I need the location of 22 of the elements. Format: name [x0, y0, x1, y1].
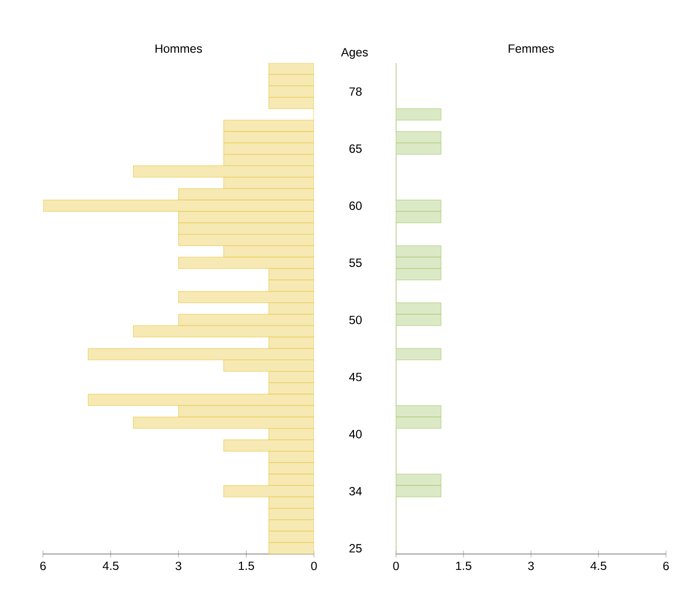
- y-tick-label: 60: [349, 202, 362, 210]
- chart-title: Hommes: [156, 44, 202, 53]
- x-tick-label: 3: [528, 562, 534, 570]
- y-tick-label: 25: [349, 544, 362, 553]
- y-tick-label: 45: [349, 372, 362, 382]
- x-tick-label: 0: [311, 562, 317, 570]
- y-tick-label: 78: [349, 87, 362, 96]
- x-tick-label: 3: [176, 562, 182, 570]
- x-tick-label: 6: [40, 562, 46, 570]
- y-axis-title: Ages: [341, 48, 368, 59]
- x-tick-label: 0: [393, 562, 399, 570]
- y-tick-label: 65: [349, 144, 362, 153]
- x-tick-label: 1.5: [238, 562, 254, 570]
- y-tick-label: 55: [349, 258, 362, 267]
- y-tick-label: 34: [349, 486, 362, 496]
- x-tick-label: 1.5: [456, 562, 472, 570]
- x-tick-label: 4.5: [102, 562, 119, 570]
- x-tick-label: 6: [663, 562, 669, 570]
- y-tick-label: 50: [349, 316, 362, 324]
- chart-title: Femmes: [508, 44, 554, 53]
- x-tick-label: 4.5: [590, 562, 606, 570]
- y-tick-label: 40: [349, 430, 362, 438]
